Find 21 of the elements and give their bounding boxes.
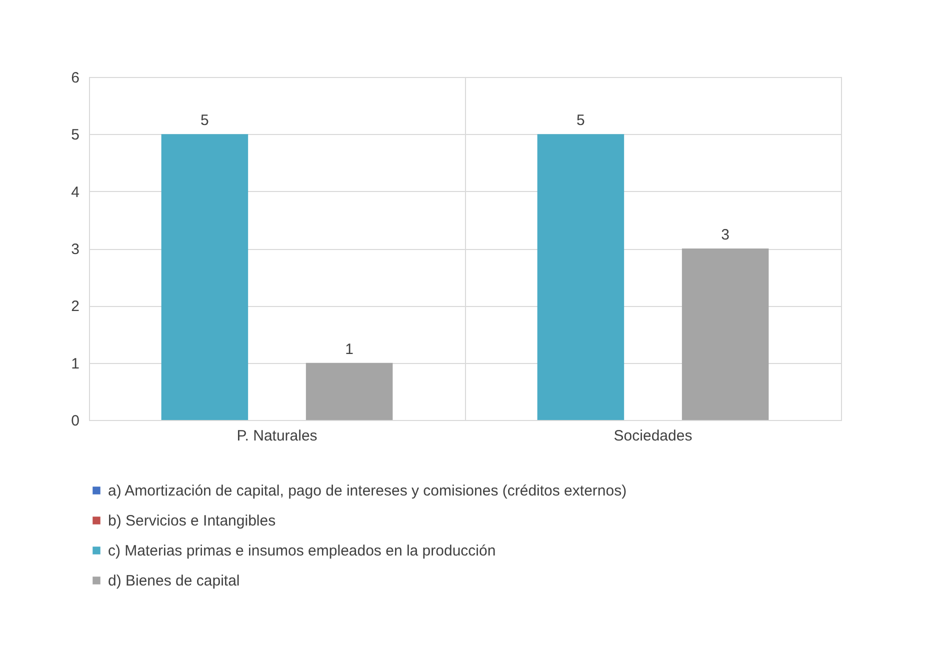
legend-label: c) Materias primas e insumos empleados en la producción [108, 542, 496, 560]
y-tick-label: 1 [71, 355, 80, 372]
data-label: 5 [200, 112, 209, 130]
data-label: 1 [345, 340, 354, 358]
y-tick-label: 3 [71, 241, 80, 258]
y-tick-label: 0 [71, 412, 80, 430]
bar [161, 134, 248, 420]
x-tick-label: Sociedades [614, 428, 692, 444]
data-label: 3 [721, 226, 730, 244]
legend-label: b) Servicios e Intangibles [108, 512, 276, 530]
y-tick-label: 5 [71, 126, 80, 144]
bar [306, 362, 393, 420]
x-tick-label: P. Naturales [236, 428, 318, 444]
data-label: 5 [576, 112, 585, 130]
bar [682, 248, 769, 420]
y-tick-label: 4 [71, 184, 80, 201]
y-tick-label: 2 [71, 298, 80, 316]
legend-label: a) Amortización de capital, pago de intereses y comisiones (créditos externos) [108, 482, 627, 500]
bar [537, 134, 624, 420]
legend-label: d) Bienes de capital [108, 572, 240, 590]
y-tick-label: 6 [71, 70, 80, 86]
